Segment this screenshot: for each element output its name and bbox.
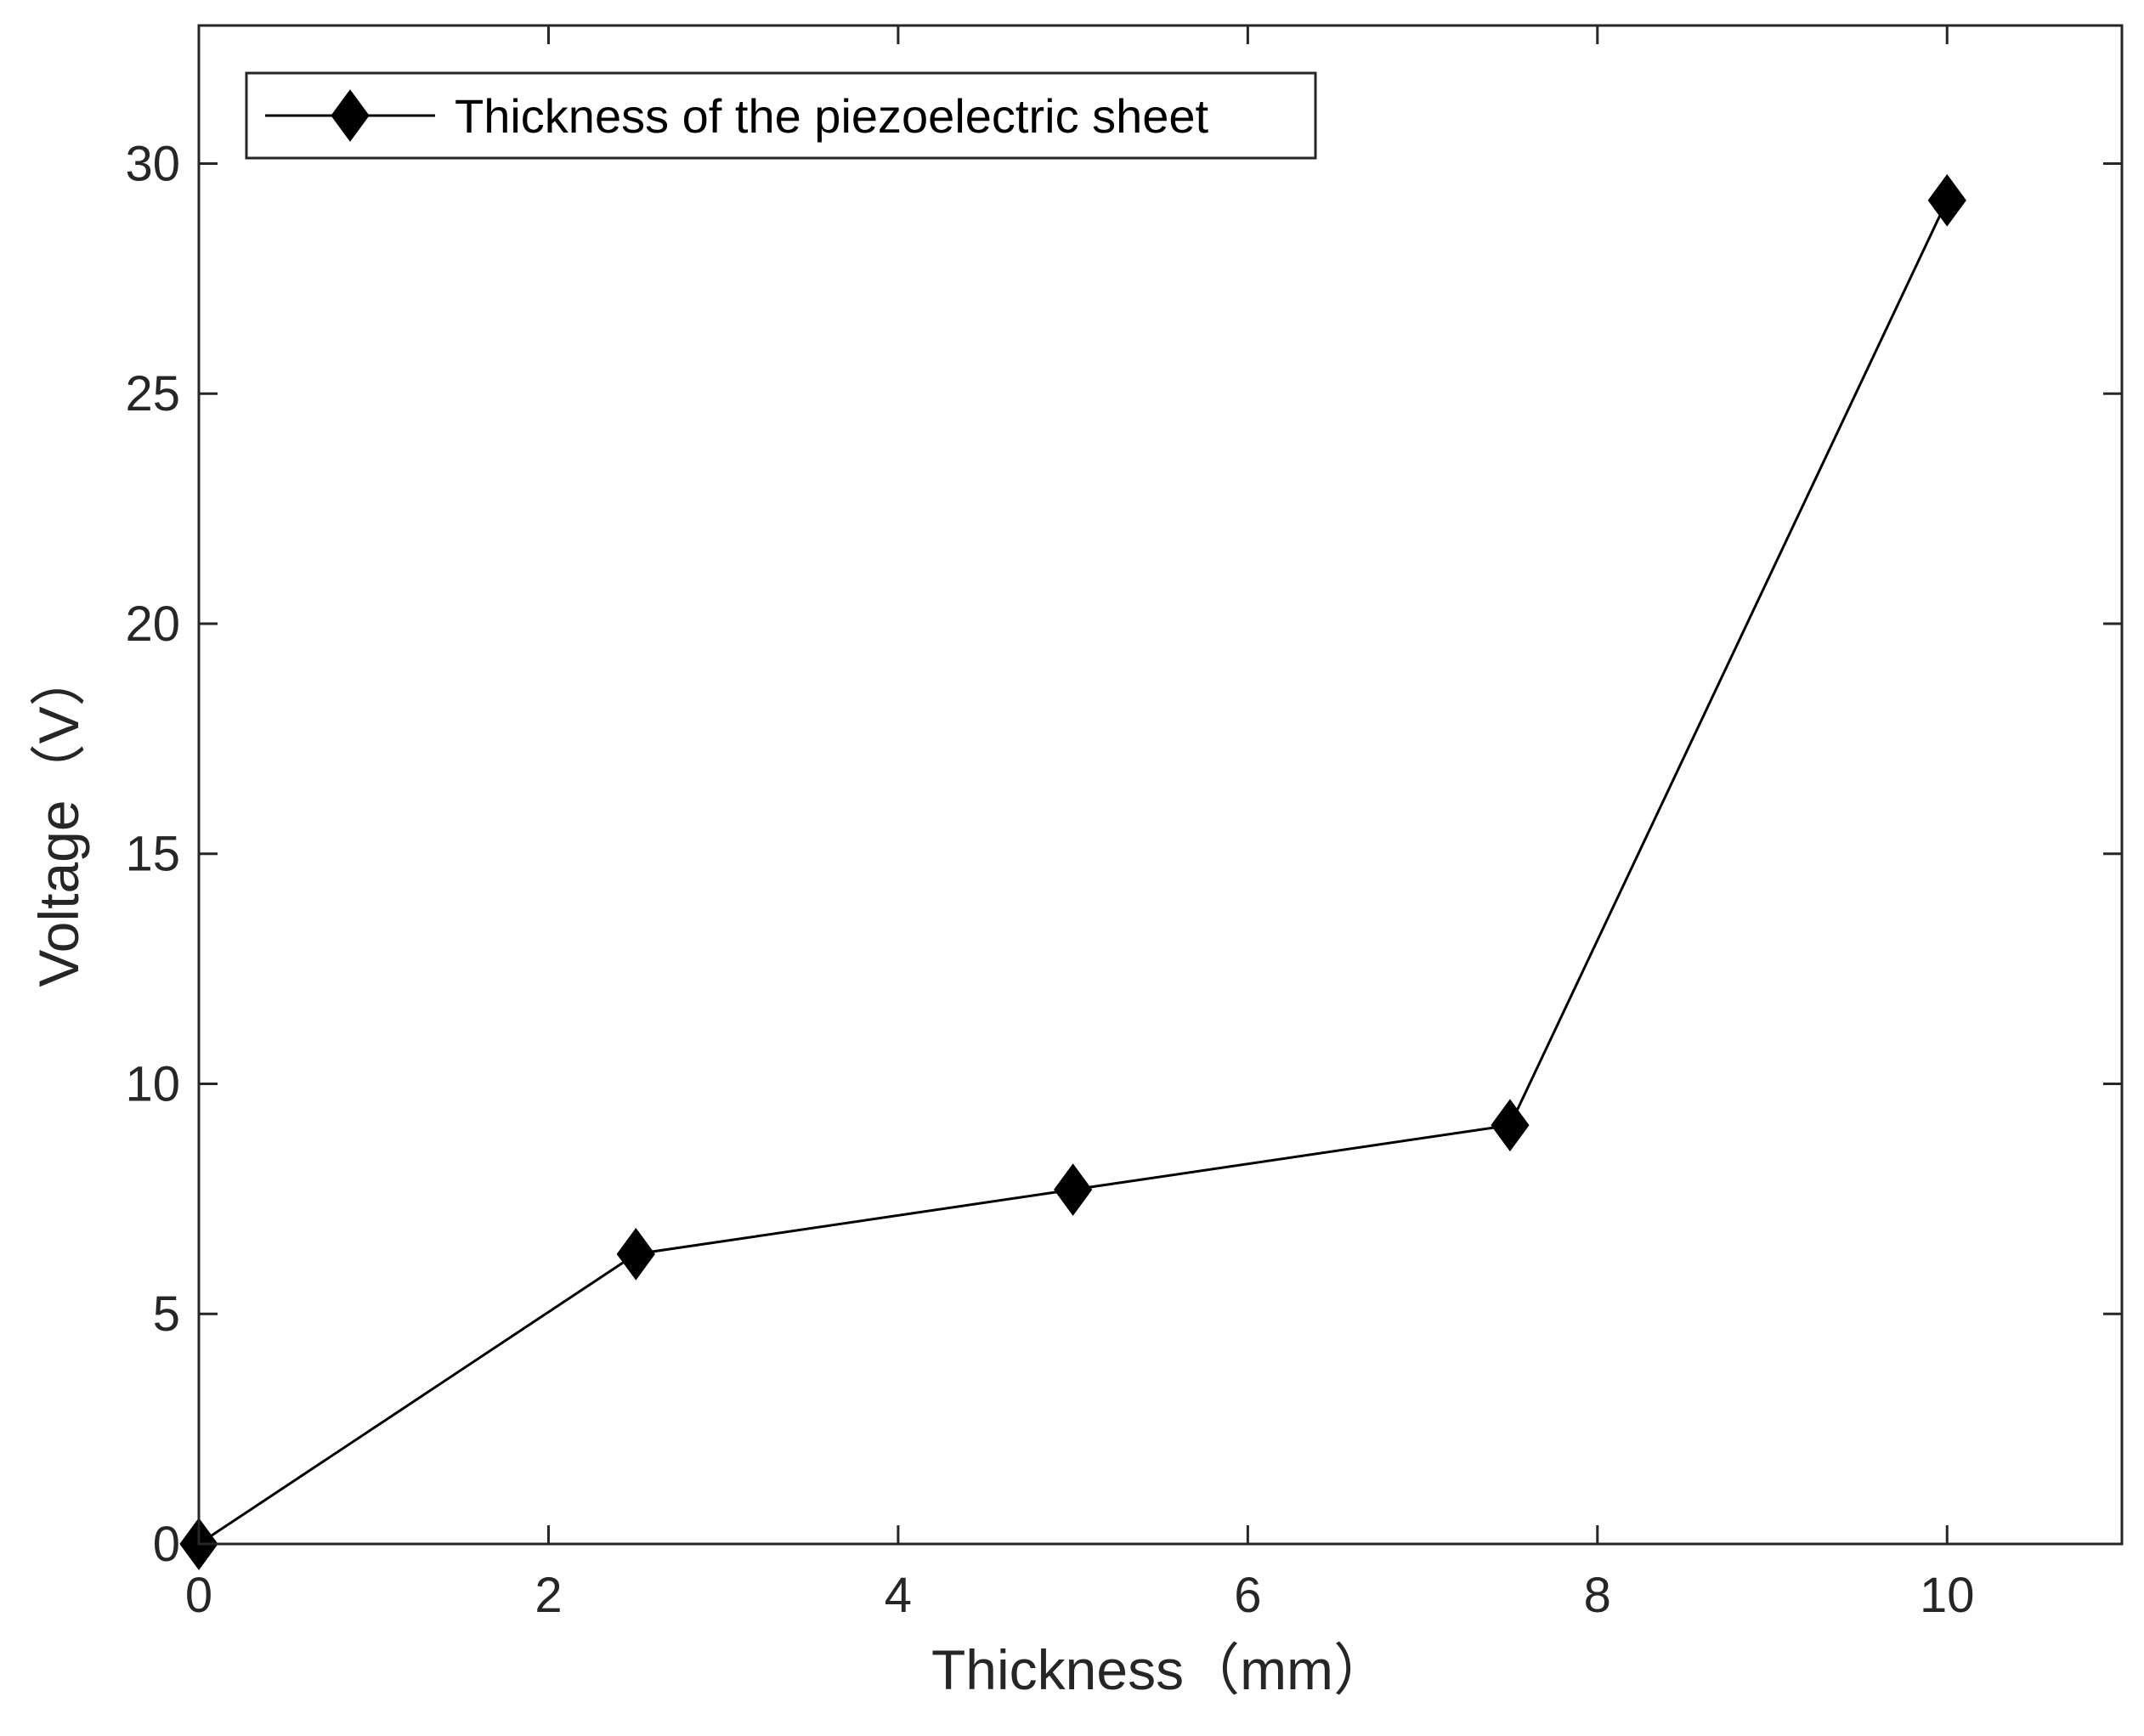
y-tick-label: 10 xyxy=(125,1056,180,1111)
legend-diamond-icon xyxy=(331,89,370,142)
data-point-marker xyxy=(616,1227,655,1281)
x-axis-label: Thickness（mm） xyxy=(931,1638,1389,1701)
y-tick-label: 0 xyxy=(153,1517,180,1572)
x-tick-label: 8 xyxy=(1584,1568,1611,1623)
x-tick-label: 10 xyxy=(1920,1568,1975,1623)
y-tick-label: 30 xyxy=(125,136,180,191)
y-tick-label: 20 xyxy=(125,597,180,652)
y-tick-label: 15 xyxy=(125,827,180,882)
x-tick-label: 6 xyxy=(1234,1568,1261,1623)
x-tick-label: 4 xyxy=(885,1568,912,1623)
legend: Thickness of the piezoelectric sheet xyxy=(245,71,1317,160)
x-tick-label: 0 xyxy=(185,1568,212,1623)
data-point-marker xyxy=(1491,1099,1530,1152)
axes: 0 2 4 6 8 10 0 5 10 15 20 25 30 xyxy=(125,24,2124,1623)
plot-marks xyxy=(179,173,1966,1570)
data-point-marker xyxy=(1054,1163,1093,1216)
x-tick-label: 2 xyxy=(535,1568,562,1623)
data-point-marker xyxy=(1927,173,1966,227)
y-axis-label: Voltage（V） xyxy=(27,650,90,987)
y-tick-label: 5 xyxy=(153,1286,180,1342)
y-tick-label: 25 xyxy=(125,366,180,421)
legend-label: Thickness of the piezoelectric sheet xyxy=(455,89,1209,143)
axes-box xyxy=(197,24,2124,1546)
